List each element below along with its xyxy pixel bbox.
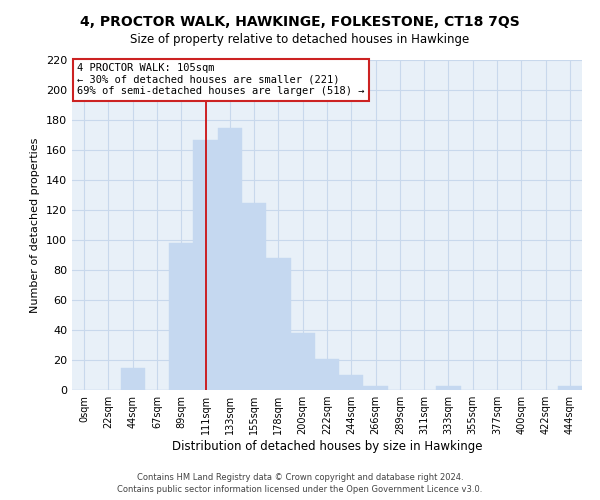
Bar [315, 358, 339, 390]
Bar [339, 375, 364, 390]
Text: Size of property relative to detached houses in Hawkinge: Size of property relative to detached ho… [130, 32, 470, 46]
Bar [364, 386, 388, 390]
Text: 4 PROCTOR WALK: 105sqm
← 30% of detached houses are smaller (221)
69% of semi-de: 4 PROCTOR WALK: 105sqm ← 30% of detached… [77, 64, 365, 96]
Bar [121, 368, 145, 390]
Text: Contains HM Land Registry data © Crown copyright and database right 2024.
Contai: Contains HM Land Registry data © Crown c… [118, 472, 482, 494]
Bar [242, 202, 266, 390]
Y-axis label: Number of detached properties: Number of detached properties [31, 138, 40, 312]
Text: 4, PROCTOR WALK, HAWKINGE, FOLKESTONE, CT18 7QS: 4, PROCTOR WALK, HAWKINGE, FOLKESTONE, C… [80, 15, 520, 29]
Bar [558, 386, 582, 390]
Bar [266, 258, 290, 390]
Bar [169, 243, 193, 390]
Bar [193, 140, 218, 390]
Bar [218, 128, 242, 390]
X-axis label: Distribution of detached houses by size in Hawkinge: Distribution of detached houses by size … [172, 440, 482, 453]
Bar [290, 333, 315, 390]
Bar [436, 386, 461, 390]
